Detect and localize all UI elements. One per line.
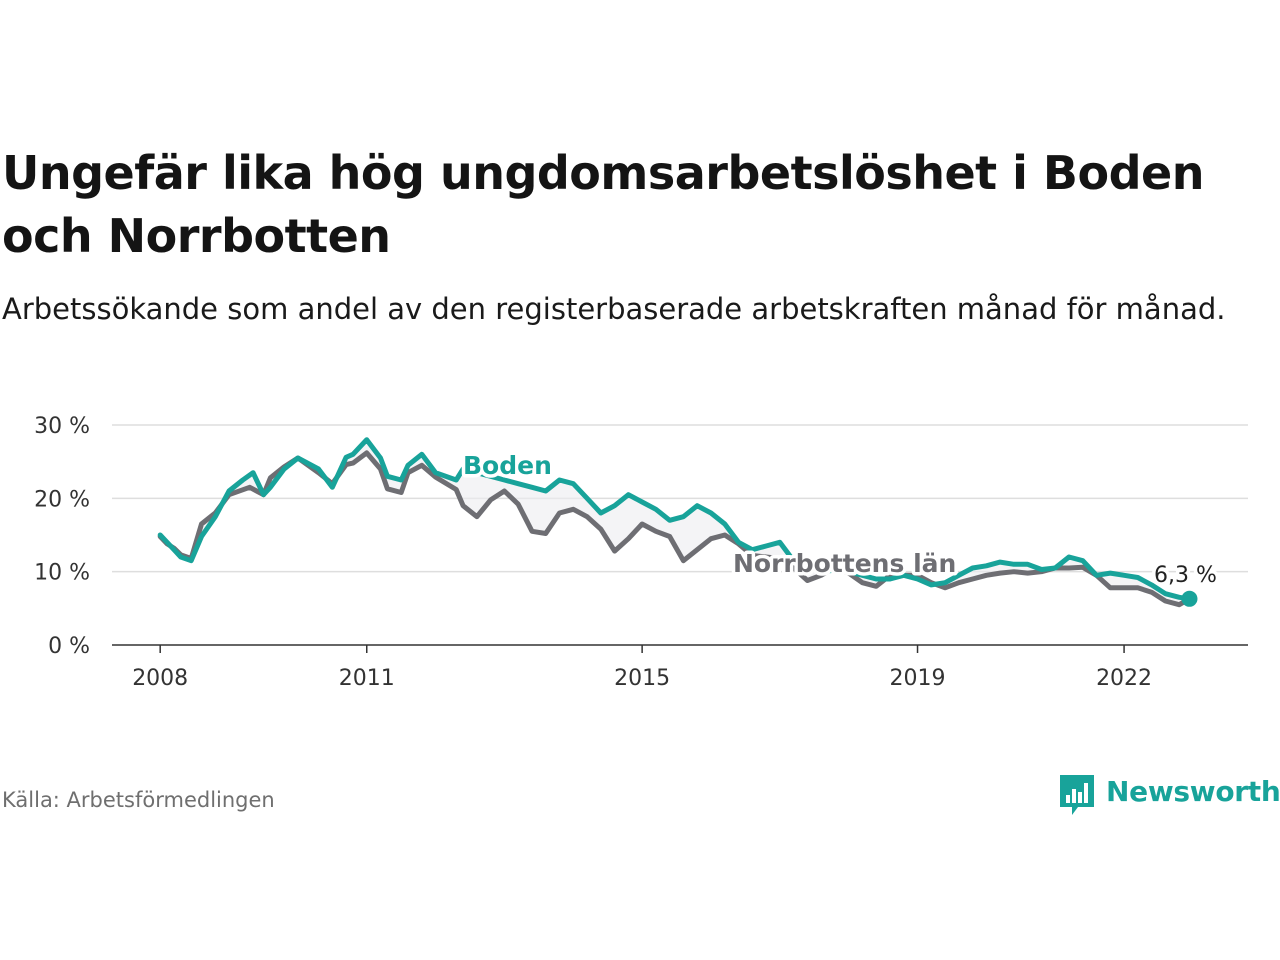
norrbotten-series-label: Norrbottens län bbox=[733, 549, 956, 578]
y-tick-label: 0 % bbox=[48, 634, 90, 659]
chart-subtitle: Arbetssökande som andel av den registerb… bbox=[2, 292, 1226, 326]
x-tick-label: 2022 bbox=[1096, 666, 1152, 691]
series-line-boden bbox=[157, 437, 1192, 602]
x-tick-label: 2015 bbox=[614, 666, 670, 691]
y-tick-label: 10 % bbox=[34, 561, 90, 586]
x-ticks: 2008 2011 2015 2019 2022 bbox=[132, 645, 1152, 691]
series-lines bbox=[157, 437, 1192, 608]
x-tick-label: 2008 bbox=[132, 666, 188, 691]
line-chart: 0 % 10 % 20 % 30 % 2008 2011 2015 2019 2022 Bod… bbox=[34, 414, 1248, 691]
source-note: Källa: Arbetsförmedlingen bbox=[2, 788, 275, 812]
y-tick-label: 20 % bbox=[34, 487, 90, 512]
y-tick-labels: 0 % 10 % 20 % 30 % bbox=[34, 414, 90, 659]
newsworthy-brand: Newsworthy bbox=[1058, 773, 1280, 819]
boden-series-label: Boden bbox=[463, 451, 552, 480]
chart-title: Ungefär lika hög ungdomsarbetslöshet i B… bbox=[2, 146, 1204, 263]
y-grid bbox=[112, 424, 1248, 573]
y-tick-label: 30 % bbox=[34, 414, 90, 439]
latest-value-label: 6,3 % bbox=[1154, 563, 1217, 588]
x-tick-label: 2019 bbox=[890, 666, 946, 691]
annotations: Boden Norrbottens län 6,3 % bbox=[460, 448, 1220, 607]
brand-name: Newsworthy bbox=[1106, 775, 1280, 808]
gap-fill-area bbox=[160, 439, 1190, 605]
x-tick-label: 2011 bbox=[339, 666, 395, 691]
boden-endpoint-marker bbox=[1181, 590, 1198, 607]
newsworthy-logo-icon bbox=[1060, 775, 1094, 815]
